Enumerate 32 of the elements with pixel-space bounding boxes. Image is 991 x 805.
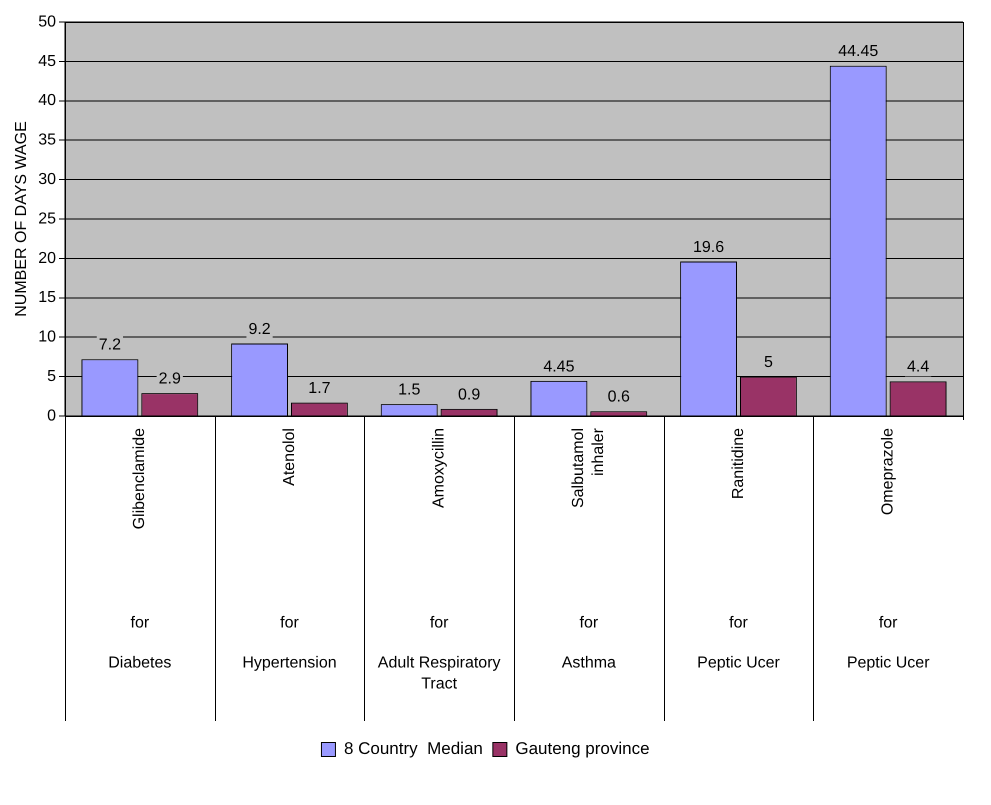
data-label: 44.45	[838, 43, 878, 60]
y-tick-label: 15	[38, 289, 56, 306]
data-label: 7.2	[98, 336, 122, 354]
category-label: Salbutamol inhaler for Asthma	[562, 428, 616, 672]
y-tick-label: 20	[38, 250, 56, 267]
y-tick-label: 25	[38, 210, 56, 228]
category-label: Glibenclamide for Diabetes	[108, 428, 172, 672]
y-tick-label: 35	[38, 132, 56, 149]
data-label: 1.7	[308, 380, 331, 398]
y-tick-label: 50	[38, 13, 56, 30]
data-label: 9.2	[248, 320, 271, 338]
category-label: Omeprazole for Peptic Ucer	[846, 428, 930, 672]
data-label: 4.45	[543, 358, 575, 376]
legend-label: Gauteng province	[515, 739, 650, 758]
data-label: 5	[764, 354, 773, 372]
y-tick-label: 10	[38, 328, 56, 346]
y-axis-title: NUMBER OF DAYS WAGE	[13, 121, 30, 317]
y-tick-label: 40	[38, 92, 56, 110]
category-label: Atenolol for Hypertension	[242, 428, 337, 672]
y-tick-label: 0	[47, 407, 56, 424]
y-tick-label: 45	[38, 52, 56, 70]
category-label: Ranitidine for Peptic Ucer	[697, 428, 780, 672]
data-label: 0.9	[458, 386, 480, 404]
y-tick-label: 5	[47, 368, 56, 386]
data-label: 19.6	[692, 238, 724, 256]
data-label: 1.5	[398, 382, 420, 399]
data-label: 2.9	[158, 370, 181, 388]
data-label: 0.6	[608, 388, 630, 406]
category-label: Amoxycillin for Adult Respiratory Tract	[378, 428, 501, 692]
data-label: 4.4	[906, 358, 930, 376]
legend-label: 8 Country Median	[344, 739, 483, 758]
y-tick-label: 30	[38, 171, 56, 188]
